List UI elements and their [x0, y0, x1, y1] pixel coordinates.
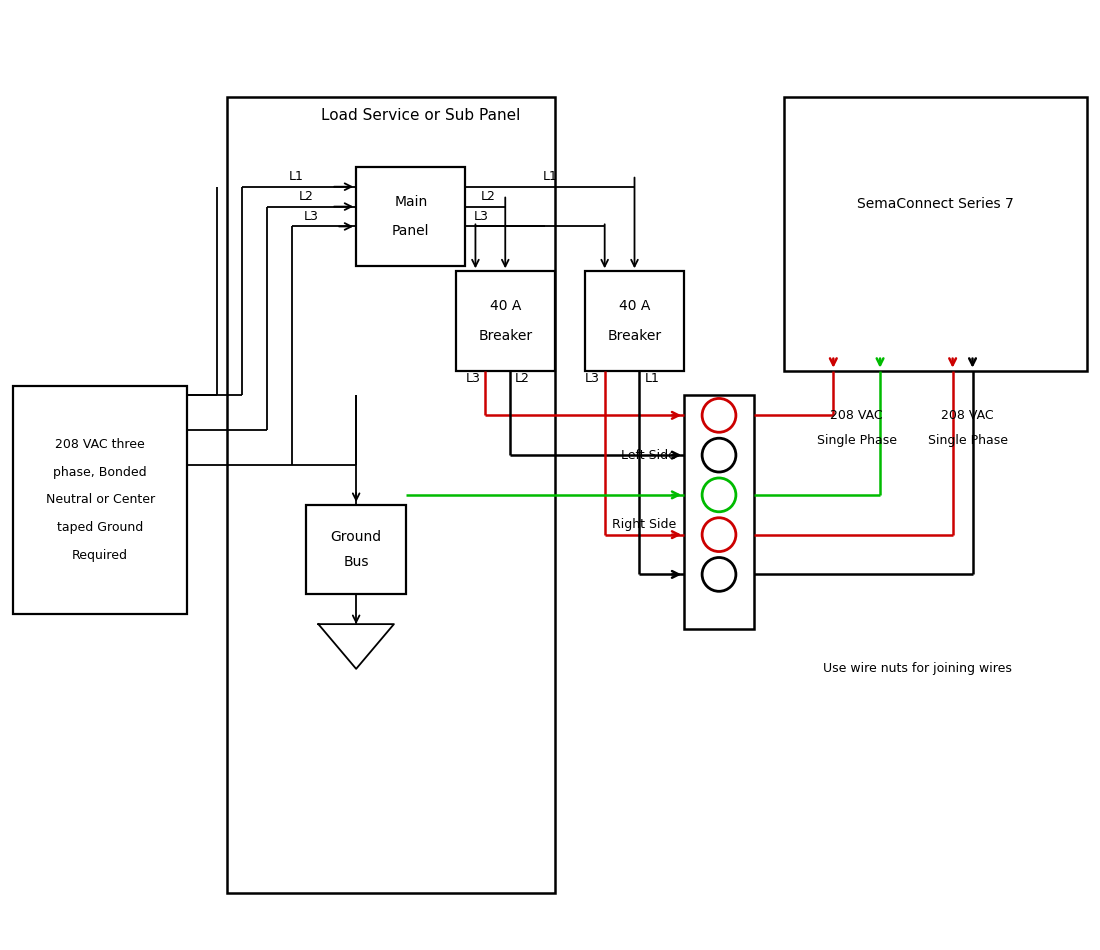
- Text: L3: L3: [465, 372, 481, 385]
- Text: 40 A: 40 A: [490, 299, 521, 313]
- Text: L1: L1: [289, 170, 304, 183]
- Text: taped Ground: taped Ground: [57, 522, 143, 534]
- Text: SemaConnect Series 7: SemaConnect Series 7: [857, 197, 1013, 211]
- Text: Single Phase: Single Phase: [927, 434, 1008, 446]
- Bar: [13, 386, 187, 615]
- Text: Single Phase: Single Phase: [816, 434, 896, 446]
- Polygon shape: [318, 624, 394, 669]
- Text: Breaker: Breaker: [478, 329, 532, 343]
- Text: Breaker: Breaker: [607, 329, 661, 343]
- Text: Right Side: Right Side: [612, 518, 676, 531]
- Bar: [783, 97, 1087, 370]
- Bar: [585, 271, 684, 371]
- Text: L3: L3: [473, 210, 488, 223]
- Text: Panel: Panel: [392, 224, 430, 238]
- Text: L3: L3: [304, 210, 319, 223]
- Text: 208 VAC: 208 VAC: [942, 408, 994, 422]
- Text: L2: L2: [515, 372, 530, 385]
- Text: Neutral or Center: Neutral or Center: [45, 493, 155, 506]
- Text: Left Side: Left Side: [621, 448, 676, 462]
- Bar: [227, 97, 556, 893]
- Text: Ground: Ground: [331, 530, 382, 543]
- Text: L2: L2: [481, 190, 495, 203]
- Text: 40 A: 40 A: [619, 299, 650, 313]
- Text: 208 VAC three: 208 VAC three: [55, 438, 145, 450]
- Text: L3: L3: [585, 372, 600, 385]
- Text: phase, Bonded: phase, Bonded: [53, 466, 147, 479]
- Bar: [455, 271, 556, 371]
- Bar: [356, 167, 465, 266]
- Text: L1: L1: [645, 372, 659, 385]
- Bar: [684, 395, 754, 629]
- Text: L1: L1: [542, 170, 558, 183]
- Text: Load Service or Sub Panel: Load Service or Sub Panel: [321, 107, 520, 123]
- Bar: [307, 504, 406, 595]
- Text: Use wire nuts for joining wires: Use wire nuts for joining wires: [824, 662, 1012, 675]
- Text: L2: L2: [299, 190, 314, 203]
- Text: Required: Required: [73, 549, 128, 562]
- Text: Main: Main: [394, 195, 428, 209]
- Text: 208 VAC: 208 VAC: [830, 408, 883, 422]
- Text: Bus: Bus: [343, 556, 368, 569]
